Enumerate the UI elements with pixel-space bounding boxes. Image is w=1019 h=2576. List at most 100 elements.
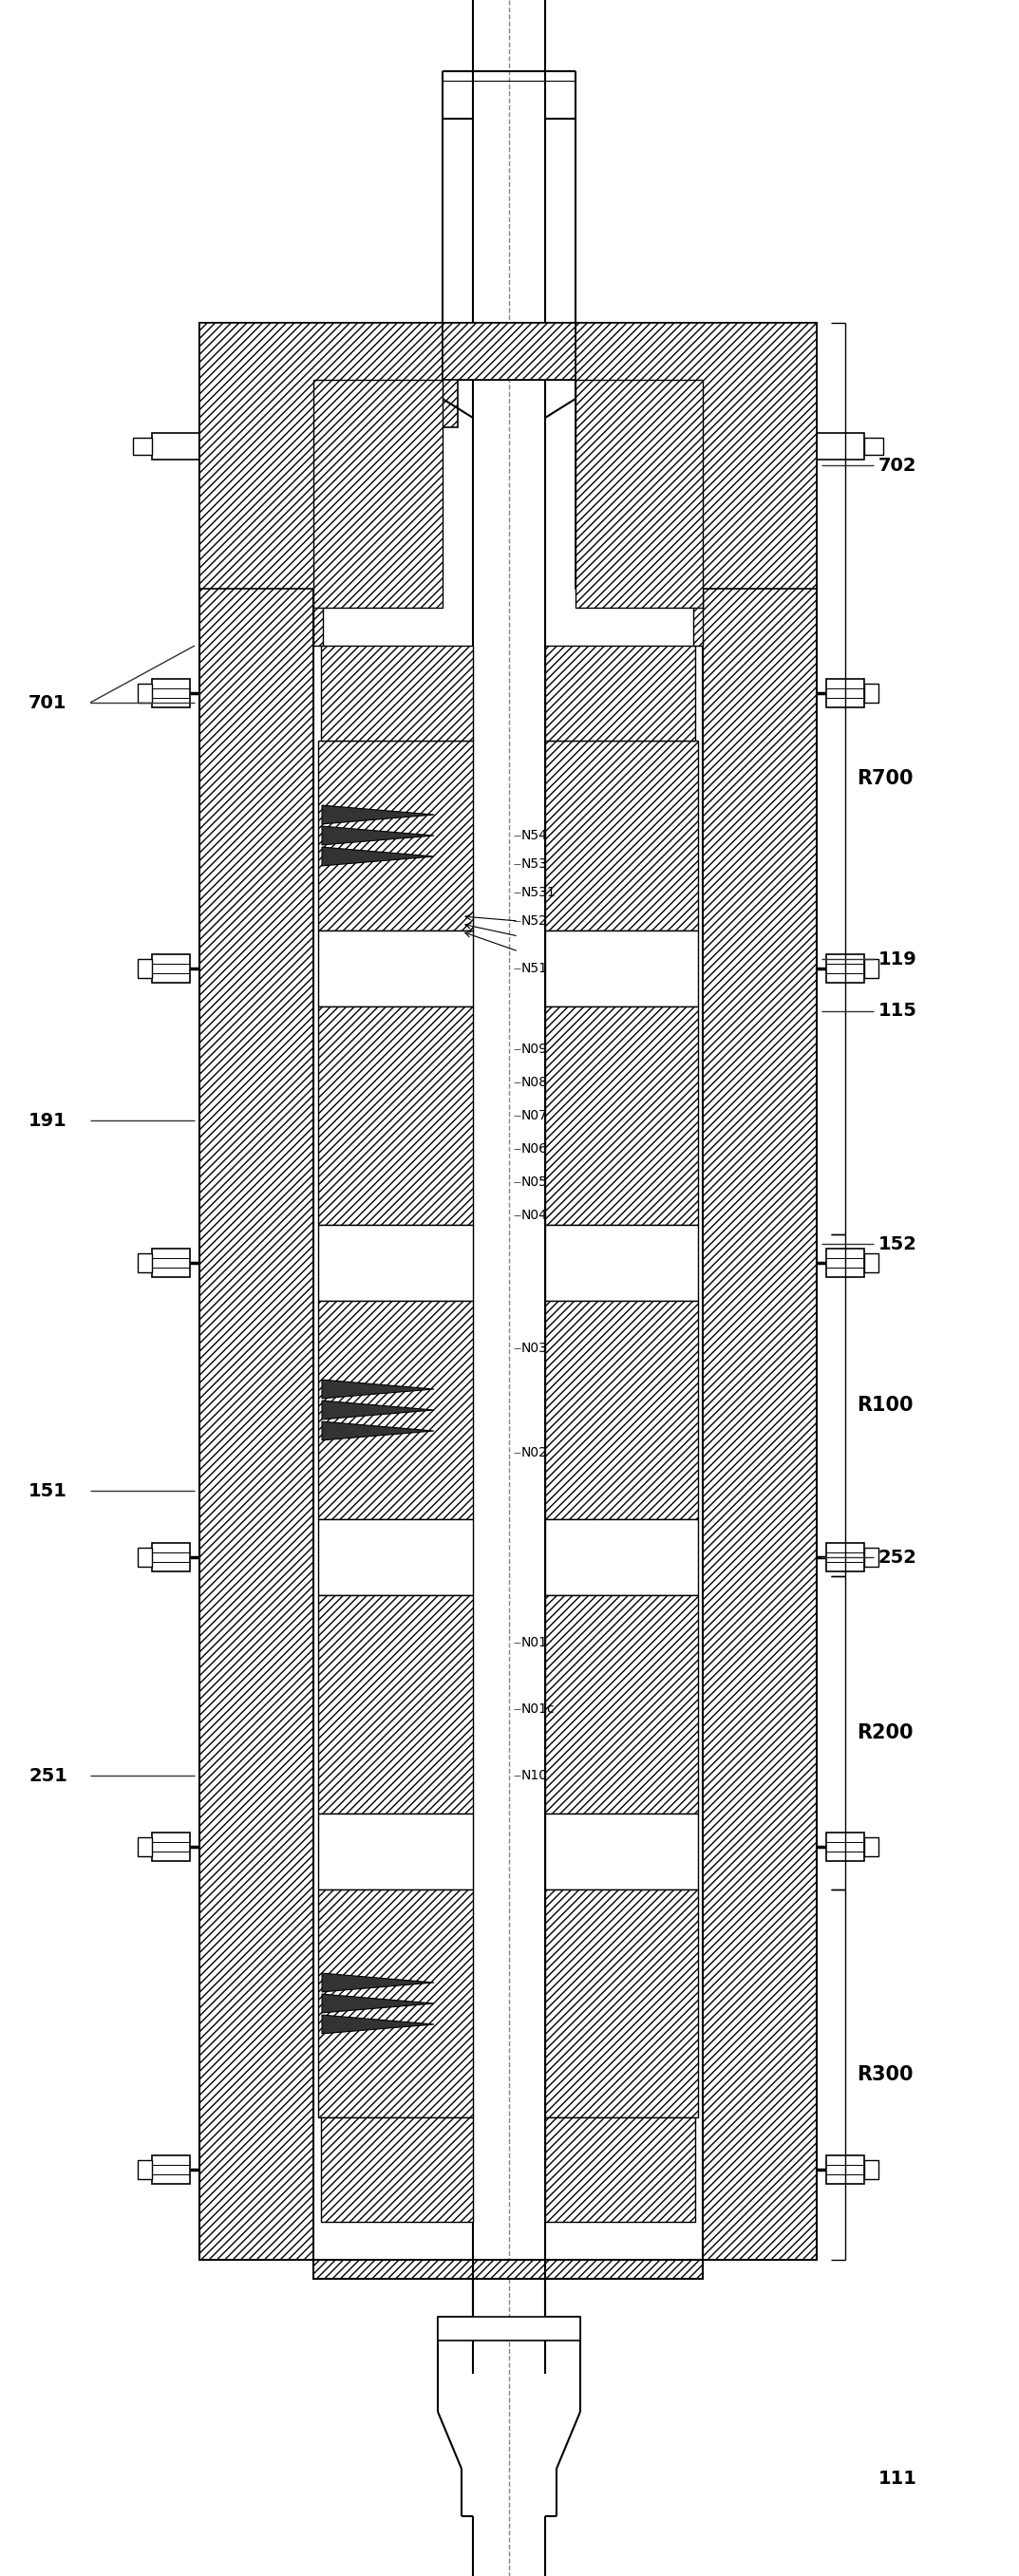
Bar <box>314 379 323 647</box>
Bar <box>314 379 318 513</box>
Text: 111: 111 <box>878 2470 917 2488</box>
Bar <box>826 680 864 708</box>
Bar <box>132 438 152 456</box>
Text: 251: 251 <box>29 1767 67 1785</box>
Bar <box>318 1301 473 1520</box>
Bar <box>864 1837 878 1857</box>
Bar <box>138 1837 152 1857</box>
Bar <box>321 647 473 742</box>
Bar <box>200 322 442 590</box>
Text: N03: N03 <box>522 1342 548 1355</box>
Bar <box>545 742 698 930</box>
Text: N10: N10 <box>522 1770 548 1783</box>
Bar <box>864 1548 878 1566</box>
Bar <box>545 1520 698 1595</box>
Bar <box>703 322 816 2259</box>
Bar <box>545 1224 698 1301</box>
Text: R300: R300 <box>857 2066 913 2084</box>
Bar <box>318 1595 473 1814</box>
Bar <box>318 1520 473 1595</box>
Text: 701: 701 <box>29 693 67 711</box>
Bar <box>318 1814 473 1891</box>
Text: 115: 115 <box>878 1002 917 1020</box>
Bar <box>318 742 473 930</box>
Bar <box>152 2156 190 2184</box>
Text: 191: 191 <box>29 1110 67 1128</box>
Bar <box>545 647 695 742</box>
Bar <box>138 1548 152 1566</box>
Bar <box>318 1224 473 1301</box>
Text: N531: N531 <box>522 886 556 899</box>
Bar <box>576 379 703 608</box>
Polygon shape <box>322 806 434 824</box>
Text: 152: 152 <box>878 1234 917 1252</box>
Text: N51: N51 <box>522 961 548 976</box>
Bar <box>693 379 703 647</box>
Text: 702: 702 <box>878 456 917 474</box>
Bar <box>826 1249 864 1278</box>
Text: N53: N53 <box>522 858 548 871</box>
Bar <box>152 433 200 459</box>
Text: R700: R700 <box>857 770 913 788</box>
Bar <box>318 930 473 1007</box>
Bar <box>864 1255 878 1273</box>
Bar <box>545 1595 698 1814</box>
Bar <box>318 1007 473 1224</box>
Bar <box>138 2161 152 2179</box>
Bar <box>545 1814 698 1891</box>
Polygon shape <box>322 848 434 866</box>
Text: N07: N07 <box>522 1110 548 1123</box>
Bar <box>152 1832 190 1860</box>
Text: N02: N02 <box>522 1445 548 1461</box>
Text: N08: N08 <box>522 1077 548 1090</box>
Text: N54: N54 <box>522 829 548 842</box>
Bar <box>200 322 314 2259</box>
Bar <box>138 1255 152 1273</box>
Bar <box>864 683 878 703</box>
Bar <box>314 2259 703 2280</box>
Bar <box>138 683 152 703</box>
Text: N04: N04 <box>522 1208 548 1221</box>
Bar <box>576 322 816 590</box>
Polygon shape <box>322 1401 434 1419</box>
Text: 119: 119 <box>878 951 917 969</box>
Text: R200: R200 <box>857 1723 913 1741</box>
Bar <box>321 2117 473 2223</box>
Bar <box>864 958 878 979</box>
Bar <box>826 2156 864 2184</box>
Text: 151: 151 <box>29 1481 67 1499</box>
Text: N09: N09 <box>522 1043 548 1056</box>
Bar <box>152 680 190 708</box>
Text: N06: N06 <box>522 1141 548 1157</box>
Polygon shape <box>322 1381 434 1399</box>
Bar <box>376 322 458 428</box>
Text: 252: 252 <box>878 1548 917 1566</box>
Bar <box>318 1891 473 2117</box>
Bar <box>698 379 703 513</box>
Bar <box>545 1007 698 1224</box>
Polygon shape <box>322 2014 434 2032</box>
Bar <box>314 379 442 608</box>
Text: R100: R100 <box>857 1396 913 1414</box>
Text: N01: N01 <box>522 1636 548 1649</box>
Bar <box>138 958 152 979</box>
Text: N01c: N01c <box>522 1703 555 1716</box>
Bar <box>545 930 698 1007</box>
Bar <box>545 1301 698 1520</box>
Text: N52: N52 <box>522 914 548 927</box>
Bar <box>152 1543 190 1571</box>
Bar <box>826 953 864 981</box>
Bar <box>545 2117 695 2223</box>
Bar <box>314 322 703 379</box>
Bar <box>816 433 864 459</box>
Bar <box>438 2316 580 2342</box>
Text: N05: N05 <box>522 1175 548 1188</box>
Polygon shape <box>322 827 434 845</box>
Bar <box>826 1832 864 1860</box>
Bar <box>442 322 576 379</box>
Polygon shape <box>322 1994 434 2012</box>
Bar <box>864 2161 878 2179</box>
Bar <box>545 1891 698 2117</box>
Bar <box>152 1249 190 1278</box>
Bar <box>864 438 883 456</box>
